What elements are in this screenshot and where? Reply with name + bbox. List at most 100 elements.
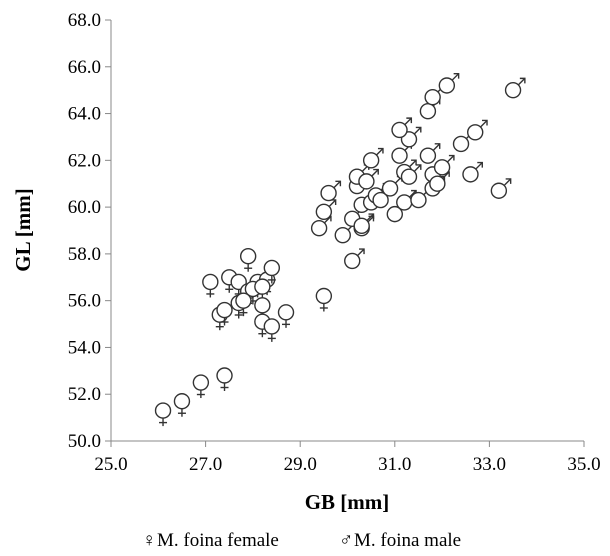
female-point	[216, 367, 233, 392]
x-tick-label: 27.0	[189, 454, 222, 475]
male-point	[344, 248, 365, 270]
male-point-arrowhead	[359, 248, 365, 255]
female-point	[263, 259, 281, 284]
male-point-arrowhead	[373, 168, 379, 175]
female-point	[202, 273, 219, 298]
male-point-arrowhead	[377, 147, 384, 154]
male-point-arrow	[517, 77, 526, 86]
legend-label-male: M. foina male	[354, 530, 461, 551]
y-axis-ticks: 50.0 52.0 54.0 56.0 58.0 60.0 62.0 64.0 66.0 68.0	[68, 10, 111, 452]
x-tick-label: 33.0	[473, 454, 506, 475]
male-point-arrow	[371, 169, 379, 177]
male-point-arrowhead	[368, 213, 375, 220]
male-point-arrow	[432, 143, 441, 151]
y-tick-label: 54.0	[68, 337, 101, 358]
male-point-arrow	[446, 155, 455, 163]
male-point-circle	[424, 88, 441, 106]
male-point-circle	[504, 81, 522, 99]
male-point	[315, 199, 337, 220]
data-points	[154, 72, 526, 427]
male-point-arrowhead	[406, 117, 413, 124]
y-tick-label: 64.0	[68, 104, 101, 125]
male-point-arrow	[333, 180, 341, 189]
female-point	[154, 402, 172, 427]
female-point-circle	[173, 393, 191, 410]
legend-symbol-male: ♂	[339, 530, 353, 551]
x-tick-label: 35.0	[567, 454, 600, 475]
male-point-arrow	[375, 148, 384, 156]
male-point-circle	[467, 124, 484, 141]
legend-label-female: M. foina female	[157, 530, 279, 551]
male-point-circle	[315, 203, 333, 220]
x-axis-title: GB [mm]	[305, 490, 390, 514]
x-tick-label: 31.0	[378, 454, 411, 475]
male-point-arrow	[404, 117, 412, 126]
male-point-arrow	[328, 199, 337, 207]
male-point-circle	[320, 184, 337, 202]
female-point-circle	[239, 248, 257, 265]
male-point-circle	[438, 77, 456, 94]
female-point	[263, 318, 281, 342]
female-point	[235, 292, 252, 317]
male-point	[391, 117, 413, 139]
male-point-arrowhead	[411, 159, 417, 166]
male-point-arrowhead	[519, 77, 526, 84]
male-point-arrowhead	[448, 154, 455, 161]
male-point-arrowhead	[453, 72, 460, 79]
female-point	[173, 393, 191, 417]
male-point-arrowhead	[434, 143, 441, 149]
male-point-arrow	[409, 159, 417, 168]
male-point-arrow	[475, 162, 483, 170]
male-point-arrowhead	[505, 178, 512, 184]
male-point	[438, 72, 460, 94]
y-tick-label: 50.0	[68, 431, 101, 452]
y-tick-label: 68.0	[68, 10, 101, 31]
female-point-circle	[315, 287, 333, 305]
female-point-circle	[154, 402, 172, 419]
female-point	[192, 374, 210, 399]
male-point-circle	[381, 180, 399, 197]
female-point-circle	[216, 367, 233, 384]
y-tick-label: 56.0	[68, 291, 101, 312]
y-axis-title: GL [mm]	[11, 188, 35, 271]
male-point-circle	[386, 205, 403, 223]
male-point-arrowhead	[415, 126, 422, 133]
female-point-circle	[235, 292, 252, 309]
male-point	[433, 154, 455, 176]
male-point-arrow	[413, 126, 422, 135]
male-point	[362, 147, 384, 169]
male-point-circle	[410, 191, 427, 209]
female-point-circle	[263, 259, 281, 277]
plot-area: 50.0 52.0 54.0 56.0 58.0 60.0 62.0 64.0 66.0 68.0…	[68, 10, 601, 475]
female-point-circle	[263, 318, 281, 335]
y-tick-label: 52.0	[68, 384, 101, 405]
male-point-arrowhead	[415, 164, 422, 170]
male-point-arrow	[413, 164, 422, 172]
male-point	[419, 143, 441, 164]
male-point	[358, 168, 379, 190]
x-tick-label: 25.0	[94, 454, 127, 475]
male-point-arrowhead	[477, 161, 483, 168]
male-point-circle	[396, 194, 413, 211]
male-point-arrow	[503, 178, 512, 186]
male-point-circle	[358, 173, 375, 190]
male-point-circle	[391, 147, 408, 164]
male-point-circle	[353, 217, 370, 235]
male-point-arrow	[366, 213, 374, 222]
male-point	[320, 180, 342, 202]
male-point-arrow	[357, 248, 365, 257]
male-point-circle	[362, 152, 380, 169]
male-point-arrow	[323, 215, 332, 224]
male-point-circle	[429, 175, 446, 192]
y-tick-label: 66.0	[68, 57, 101, 78]
male-point	[504, 77, 526, 99]
female-point	[315, 287, 333, 312]
male-point-circle	[433, 159, 451, 176]
male-point-arrow	[409, 190, 417, 198]
male-point-circle	[419, 103, 437, 120]
male-point	[462, 161, 483, 183]
female-point	[216, 301, 233, 326]
male-point	[490, 178, 512, 199]
male-point	[467, 119, 488, 141]
